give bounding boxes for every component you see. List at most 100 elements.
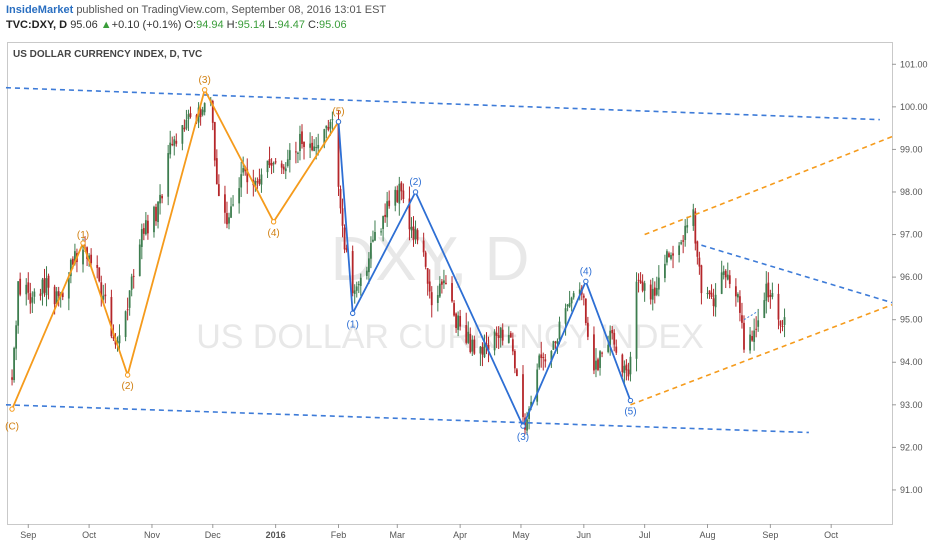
time-axis[interactable]: Sep Oct Nov Dec 2016 Feb Mar Apr May Jun Jul Aug Sep… (20, 524, 839, 540)
candle (351, 245, 354, 297)
wave-orange[interactable] (11, 87, 340, 410)
candle (353, 284, 356, 304)
candle-body (410, 226, 413, 231)
wave-point[interactable] (335, 119, 342, 125)
y-tick-label: 97.00 (900, 230, 923, 240)
candle-body (61, 292, 64, 298)
y-tick-label: 95.00 (900, 315, 923, 325)
candle (181, 124, 184, 151)
trendline[interactable] (701, 244, 893, 304)
wave-label: (5) (332, 107, 344, 118)
wave-label: (4) (267, 228, 279, 239)
candle-body (39, 293, 42, 296)
candle-body (564, 308, 567, 324)
candle (258, 168, 261, 186)
candle (201, 106, 204, 117)
x-tick-label: May (512, 530, 530, 540)
candle-body (327, 126, 330, 130)
candle (741, 302, 743, 329)
wave-point[interactable] (583, 278, 589, 285)
candle (593, 326, 595, 375)
change-value: +0.10 (+0.1%) (111, 19, 182, 31)
candle-body (552, 341, 555, 350)
candle-body (597, 359, 599, 370)
candle-body (370, 242, 372, 259)
wave-label: (C) (5, 421, 19, 432)
candle (29, 282, 32, 314)
candle-body (13, 348, 15, 381)
candle (57, 286, 60, 307)
candle-body (140, 229, 143, 247)
y-tick-label: 99.00 (900, 144, 923, 154)
candle-body (430, 292, 433, 306)
candle-body (258, 179, 261, 184)
candle-body (651, 288, 654, 300)
candle (185, 109, 188, 131)
wave-point[interactable] (412, 189, 419, 195)
candle (268, 146, 271, 168)
candle-body (623, 365, 626, 374)
wave-point[interactable] (627, 397, 634, 404)
candle (749, 327, 751, 354)
price-chart[interactable]: DXY, D US DOLLAR CURRENCY INDEX US DOLLA… (0, 40, 932, 550)
candle (428, 269, 431, 299)
candle (303, 141, 305, 160)
wave-point[interactable] (349, 310, 356, 316)
x-tick-label: Sep (20, 530, 36, 540)
candle-body (627, 369, 630, 377)
candle (724, 269, 727, 289)
candle-body (100, 282, 103, 298)
wave-point[interactable] (270, 219, 277, 225)
candle-body (509, 333, 512, 338)
candle (649, 279, 652, 305)
wave-point[interactable] (520, 423, 526, 429)
candle-body (274, 161, 277, 163)
y-tick-label: 93.00 (900, 400, 923, 410)
close-label: C: (308, 19, 320, 31)
candle (483, 334, 486, 359)
candle (126, 297, 129, 321)
candle (98, 267, 101, 283)
candle (657, 265, 660, 297)
wave-point[interactable] (201, 87, 208, 93)
candles-layer (11, 97, 786, 435)
trendline[interactable] (5, 86, 880, 121)
wave-point[interactable] (80, 240, 86, 246)
candle-body (96, 265, 99, 268)
candle (473, 335, 476, 355)
open-value: 94.94 (196, 19, 224, 31)
candle-body (297, 152, 299, 154)
candle-body (582, 295, 585, 298)
candle (568, 290, 571, 308)
candle-body (513, 351, 516, 369)
candle (367, 252, 370, 285)
wave-blue[interactable] (337, 121, 632, 429)
trendline[interactable] (630, 304, 893, 406)
candle-body (451, 283, 453, 302)
candle-body (692, 209, 695, 226)
candle-body (611, 330, 614, 334)
author-link[interactable]: InsideMarket (6, 4, 74, 16)
candle (692, 203, 695, 231)
candle-body (696, 241, 699, 257)
trendline[interactable] (644, 135, 893, 236)
candle (104, 283, 107, 304)
wave-point[interactable] (124, 372, 131, 378)
candle-body (657, 277, 660, 290)
candle (540, 341, 543, 368)
y-tick-label: 92.00 (900, 442, 923, 452)
trendline[interactable] (5, 404, 809, 434)
price-axis[interactable]: 101.00 100.00 99.00 98.00 97.00 96.00 95.00 94.… (892, 59, 928, 495)
candle-body (211, 101, 214, 123)
candle-body (599, 351, 601, 368)
candle-body (578, 289, 581, 295)
wave-point[interactable] (9, 406, 15, 412)
candle-body (45, 278, 48, 296)
candle-body (635, 281, 638, 359)
candle-body (167, 153, 170, 197)
candle (522, 365, 524, 426)
candle-body (734, 286, 737, 297)
candle (422, 232, 425, 257)
candle (388, 190, 391, 209)
candle-body (572, 293, 575, 298)
